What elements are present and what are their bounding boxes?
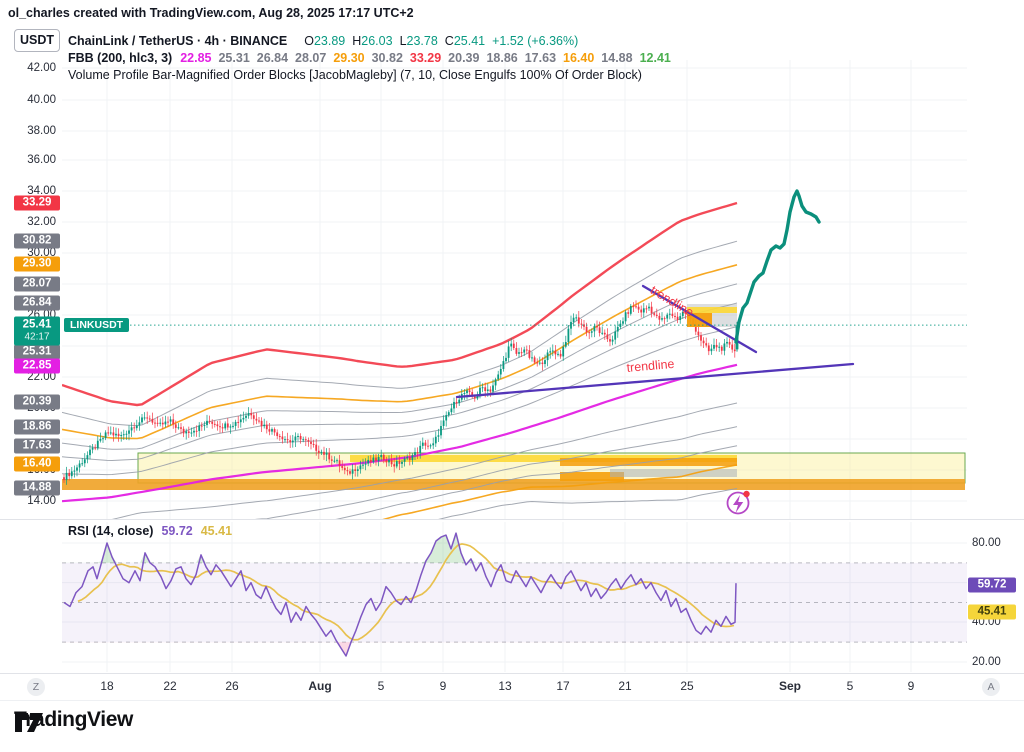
price-projection-drawing[interactable] — [734, 189, 821, 344]
price-band-badge: 18.86 — [14, 419, 60, 435]
rsi-label[interactable]: RSI (14, close) — [68, 524, 154, 538]
fbb-band-value: 30.82 — [371, 51, 403, 65]
ohlc-number: 25.41 — [453, 34, 486, 48]
symbol-title[interactable]: ChainLink / TetherUS · 4h · BINANCE — [68, 34, 288, 48]
time-tick[interactable]: 9 — [439, 679, 447, 693]
rsi-tick: 20.00 — [972, 656, 1001, 668]
price-band-badge: 28.07 — [14, 276, 60, 292]
time-tick[interactable]: Sep — [778, 679, 802, 693]
price-band-badge: 20.39 — [14, 394, 60, 410]
time-tick[interactable]: 26 — [225, 679, 239, 693]
volume-profile-indicator-header[interactable]: Volume Profile Bar-Magnified Order Block… — [68, 68, 642, 82]
fbb-band-value: 18.86 — [486, 51, 518, 65]
change-value: +1.52 (+6.36%) — [492, 34, 579, 48]
fbb-label[interactable]: FBB (200, hlc3, 3) — [68, 51, 173, 65]
rsi-line — [63, 532, 737, 657]
price-tick: 30.00 — [27, 247, 56, 259]
price-band-badge: 30.82 — [14, 233, 60, 249]
rsi-ma-value: 45.41 — [200, 524, 233, 538]
price-band-badge: 33.29 — [14, 195, 60, 211]
ohlc-values: O23.89 H26.03 L23.78 C25.41 — [297, 34, 485, 48]
fbb-band-value: 17.63 — [524, 51, 557, 65]
ohlc-letter: H — [352, 34, 362, 48]
current-price-badge: 25.41 42:17 — [14, 316, 60, 346]
rsi-tick: 80.00 — [972, 537, 1001, 549]
fbb-band-value: 25.31 — [218, 51, 250, 65]
time-tick[interactable]: 22 — [163, 679, 177, 693]
fbb-band-value: 20.39 — [448, 51, 480, 65]
fbb-band-value: 12.41 — [639, 51, 671, 65]
time-tick[interactable]: 5 — [377, 679, 385, 693]
autoscale-button[interactable]: A — [982, 678, 1000, 696]
ohlc-number: 23.78 — [406, 34, 438, 48]
price-tick: 32.00 — [27, 216, 56, 228]
fbb-band-value: 28.07 — [295, 51, 327, 65]
price-band-badge: 26.84 — [14, 295, 60, 311]
price-pane — [62, 201, 966, 519]
tradingview-logo-text: TradingView — [14, 708, 133, 731]
bar-countdown: 42:17 — [24, 331, 50, 343]
fbb-values: 22.85 25.31 26.84 28.07 29.30 30.82 33.29 20.39… — [180, 51, 678, 65]
price-band-badge: 22.85 — [14, 358, 60, 374]
ohlc-letter: O — [304, 34, 314, 48]
rsi-indicator-header[interactable]: RSI (14, close) 59.72 45.41 — [68, 524, 232, 538]
ohlc-number: 23.89 — [313, 34, 346, 48]
attribution-text: ol_charles created with TradingView.com,… — [8, 6, 414, 20]
price-tick: 36.00 — [27, 154, 56, 166]
price-tick: 34.00 — [27, 185, 56, 197]
time-tick[interactable]: 21 — [618, 679, 632, 693]
timezone-button[interactable]: Z — [27, 678, 45, 696]
price-band-badge: 17.63 — [14, 438, 60, 454]
time-tick[interactable]: Aug — [308, 679, 332, 693]
time-tick[interactable]: 17 — [556, 679, 570, 693]
time-tick[interactable]: 18 — [100, 679, 114, 693]
rsi-value-badge: 59.72 — [968, 577, 1016, 593]
fbb-band-value: 29.30 — [333, 51, 365, 65]
ohlc-letter: C — [444, 34, 454, 48]
time-tick[interactable]: 9 — [907, 679, 915, 693]
trendline-drawing[interactable] — [455, 362, 855, 399]
price-band-badge: 14.88 — [14, 480, 60, 496]
price-tick: 38.00 — [27, 125, 56, 137]
tradingview-logo[interactable]: TradingView — [14, 708, 133, 732]
quote-currency-button[interactable]: USDT — [14, 29, 60, 52]
ohlc-number: 26.03 — [361, 34, 393, 48]
symbol-price-label: LINKUSDT — [64, 318, 130, 332]
fbb-band-value: 16.40 — [563, 51, 595, 65]
fbb-band-value: 14.88 — [601, 51, 633, 65]
candlesticks — [63, 300, 739, 485]
price-tick: 14.00 — [27, 495, 56, 507]
rsi-value-badge: 45.41 — [968, 604, 1016, 620]
symbol-header[interactable]: ChainLink / TetherUS · 4h · BINANCE O23.8… — [68, 34, 578, 48]
price-tick: 40.00 — [27, 94, 56, 106]
price-band-badge: 29.30 — [14, 256, 60, 272]
rsi-pane — [62, 532, 967, 657]
time-tick[interactable]: 25 — [680, 679, 694, 693]
time-tick[interactable]: 13 — [498, 679, 512, 693]
tradingview-logo-mark — [15, 713, 43, 732]
fbb-bands — [62, 201, 738, 519]
indicator-alert-icon[interactable] — [726, 490, 750, 515]
fbb-indicator-header[interactable]: FBB (200, hlc3, 3) 22.85 25.31 26.84 28.07 29… — [68, 51, 678, 65]
rsi-ma-line — [77, 543, 735, 641]
price-band-badge: 25.31 — [14, 344, 60, 360]
fbb-band-value: 26.84 — [256, 51, 289, 65]
time-tick[interactable]: 5 — [846, 679, 854, 693]
fbb-band-value: 22.85 — [180, 51, 212, 65]
price-tick: 42.00 — [27, 62, 56, 74]
fbb-band-value: 33.29 — [409, 51, 442, 65]
price-band-badge: 16.40 — [14, 456, 60, 472]
rsi-value: 59.72 — [161, 524, 193, 538]
price-tick: 22.00 — [27, 371, 56, 383]
ohlc-letter: L — [399, 34, 407, 48]
